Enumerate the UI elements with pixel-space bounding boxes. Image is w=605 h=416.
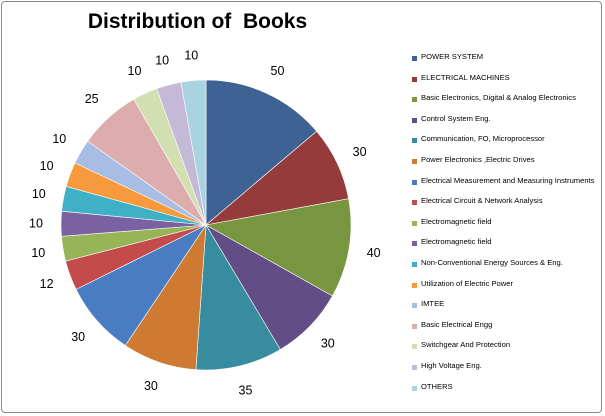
data-label: 40 [367, 246, 381, 260]
legend-swatch [412, 200, 417, 206]
legend-item: Communication, FO, Microprocessor [412, 134, 604, 155]
legend-item: OTHERS [412, 382, 604, 403]
legend-label: Electromagnetic field [421, 216, 492, 226]
data-label: 10 [184, 49, 198, 63]
data-label: 10 [40, 159, 54, 173]
legend-label: Electromagnetic field [421, 237, 492, 247]
legend-label: Control System Eng. [421, 113, 491, 123]
data-label: 10 [52, 132, 66, 146]
legend-swatch [412, 303, 417, 309]
legend-item: Electrical Circuit & Network Analysis [412, 196, 604, 217]
legend-label: Electrical Circuit & Network Analysis [421, 196, 543, 206]
legend-item: Electromagnetic field [412, 217, 604, 238]
pie-slice [205, 79, 318, 226]
legend-swatch [412, 282, 417, 288]
data-label: 12 [40, 277, 54, 291]
legend-item: Non-Conventional Energy Sources & Eng. [412, 258, 604, 279]
legend-item: Power Electronics ,Electric Drives [412, 155, 604, 176]
legend-item: POWER SYSTEM [412, 52, 604, 73]
legend-swatch [412, 241, 417, 247]
data-label: 10 [31, 246, 45, 260]
data-label: 10 [32, 187, 46, 201]
legend-item: Basic Electrical Engg [412, 320, 604, 341]
legend-item: ELECTRICAL MACHINES [412, 73, 604, 94]
legend-swatch [412, 138, 417, 144]
legend-swatch [412, 56, 417, 61]
pie-slice [195, 224, 281, 371]
data-label: 30 [321, 337, 335, 351]
legend-label: Switchgear And Protection [421, 340, 511, 350]
data-label: 25 [85, 92, 99, 106]
legend-label: Communication, FO, Microprocessor [421, 134, 545, 144]
legend-swatch [412, 158, 417, 164]
legend-swatch [412, 385, 417, 391]
legend-label: ELECTRICAL MACHINES [421, 72, 510, 82]
legend-item: Basic Electronics, Digital & Analog Elec… [412, 93, 604, 114]
data-label: 30 [144, 379, 158, 393]
legend-swatch [412, 76, 417, 82]
legend-label: Electrical Measurement and Measuring Ins… [421, 175, 595, 185]
legend-swatch [412, 220, 417, 226]
legend-label: Power Electronics ,Electric Drives [421, 154, 535, 164]
legend-item: Switchgear And Protection [412, 340, 604, 361]
data-label: 35 [239, 383, 253, 397]
legend-swatch [412, 117, 417, 123]
data-label: 10 [155, 54, 169, 68]
legend: POWER SYSTEM ELECTRICAL MACHINES Basic Ele… [412, 52, 604, 402]
legend-label: Utilization of Electric Power [421, 278, 514, 288]
legend-item: Control System Eng. [412, 114, 604, 135]
legend-label: Basic Electronics, Digital & Analog Elec… [421, 93, 576, 103]
legend-item: Electrical Measurement and Measuring Ins… [412, 176, 604, 197]
chart-title: Distribution of Books [87, 10, 308, 33]
legend-swatch [412, 261, 417, 267]
data-label: 30 [71, 330, 85, 344]
legend-item: IMTEE [412, 299, 604, 320]
legend-label: High Voltage Eng. [421, 360, 482, 370]
legend-item: High Voltage Eng. [412, 361, 604, 382]
legend-label: POWER SYSTEM [421, 52, 484, 61]
legend-label: Basic Electrical Engg [421, 319, 493, 329]
legend-swatch [412, 179, 417, 185]
legend-swatch [412, 323, 417, 329]
data-label: 10 [29, 217, 43, 231]
legend-swatch [412, 344, 417, 350]
legend-swatch [412, 364, 417, 370]
legend-label: IMTEE [421, 299, 445, 309]
legend-item: Utilization of Electric Power [412, 279, 604, 300]
legend-swatch [412, 97, 417, 103]
data-label: 10 [128, 64, 142, 78]
legend-label: OTHERS [421, 381, 453, 391]
data-label: 30 [353, 145, 367, 159]
data-label: 50 [271, 64, 285, 78]
legend-item: Electromagnetic field [412, 237, 604, 258]
pie-slice [205, 198, 352, 297]
legend-label: Non-Conventional Energy Sources & Eng. [421, 257, 563, 267]
pie-slice [180, 79, 207, 226]
